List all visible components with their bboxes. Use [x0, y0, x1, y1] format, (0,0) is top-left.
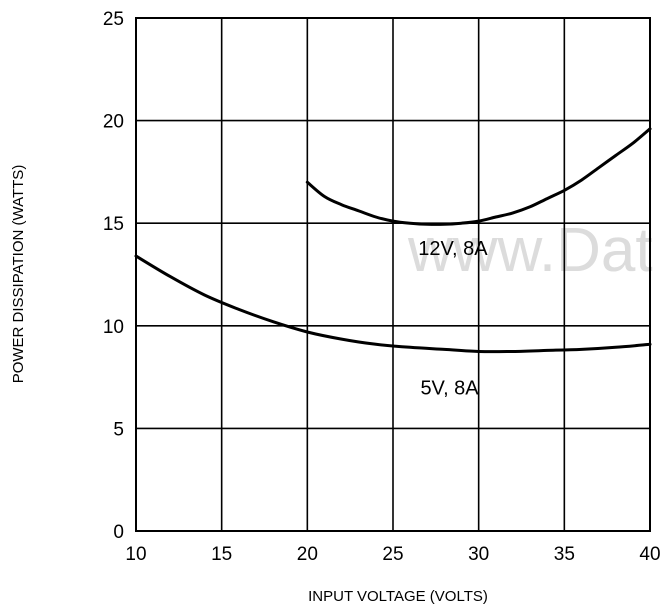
series-group [134, 127, 652, 354]
grid [135, 17, 651, 532]
watermark-text: www.Dat [407, 216, 653, 285]
x-tick-label-25: 25 [382, 544, 403, 565]
x-axis-title: INPUT VOLTAGE (VOLTS) [308, 588, 488, 605]
y-axis-title: POWER DISSIPATION (WATTS) [10, 165, 27, 384]
series-line-5v-8a [134, 254, 652, 354]
x-tick-label-35: 35 [554, 544, 575, 565]
y-tick-label-10: 10 [103, 317, 124, 338]
annotations: 12V, 8A 5V, 8A [418, 238, 488, 400]
plot-border [135, 17, 651, 532]
annotation-12v-8a: 12V, 8A [418, 238, 488, 260]
x-tick-label-40: 40 [639, 544, 660, 565]
y-tick-label-25: 25 [103, 9, 124, 30]
y-tick-label-5: 5 [113, 419, 124, 440]
y-tick-label-0: 0 [113, 522, 124, 543]
tick-labels: 10 15 20 25 30 35 40 0 5 10 15 20 25 [103, 9, 661, 565]
x-tick-label-30: 30 [468, 544, 489, 565]
series-line-12v-8a [305, 127, 652, 226]
annotation-5v-8a: 5V, 8A [420, 377, 479, 399]
x-tick-label-15: 15 [211, 544, 232, 565]
y-tick-label-20: 20 [103, 112, 124, 133]
y-tick-label-15: 15 [103, 214, 124, 235]
x-tick-label-10: 10 [125, 544, 146, 565]
x-tick-label-20: 20 [297, 544, 318, 565]
